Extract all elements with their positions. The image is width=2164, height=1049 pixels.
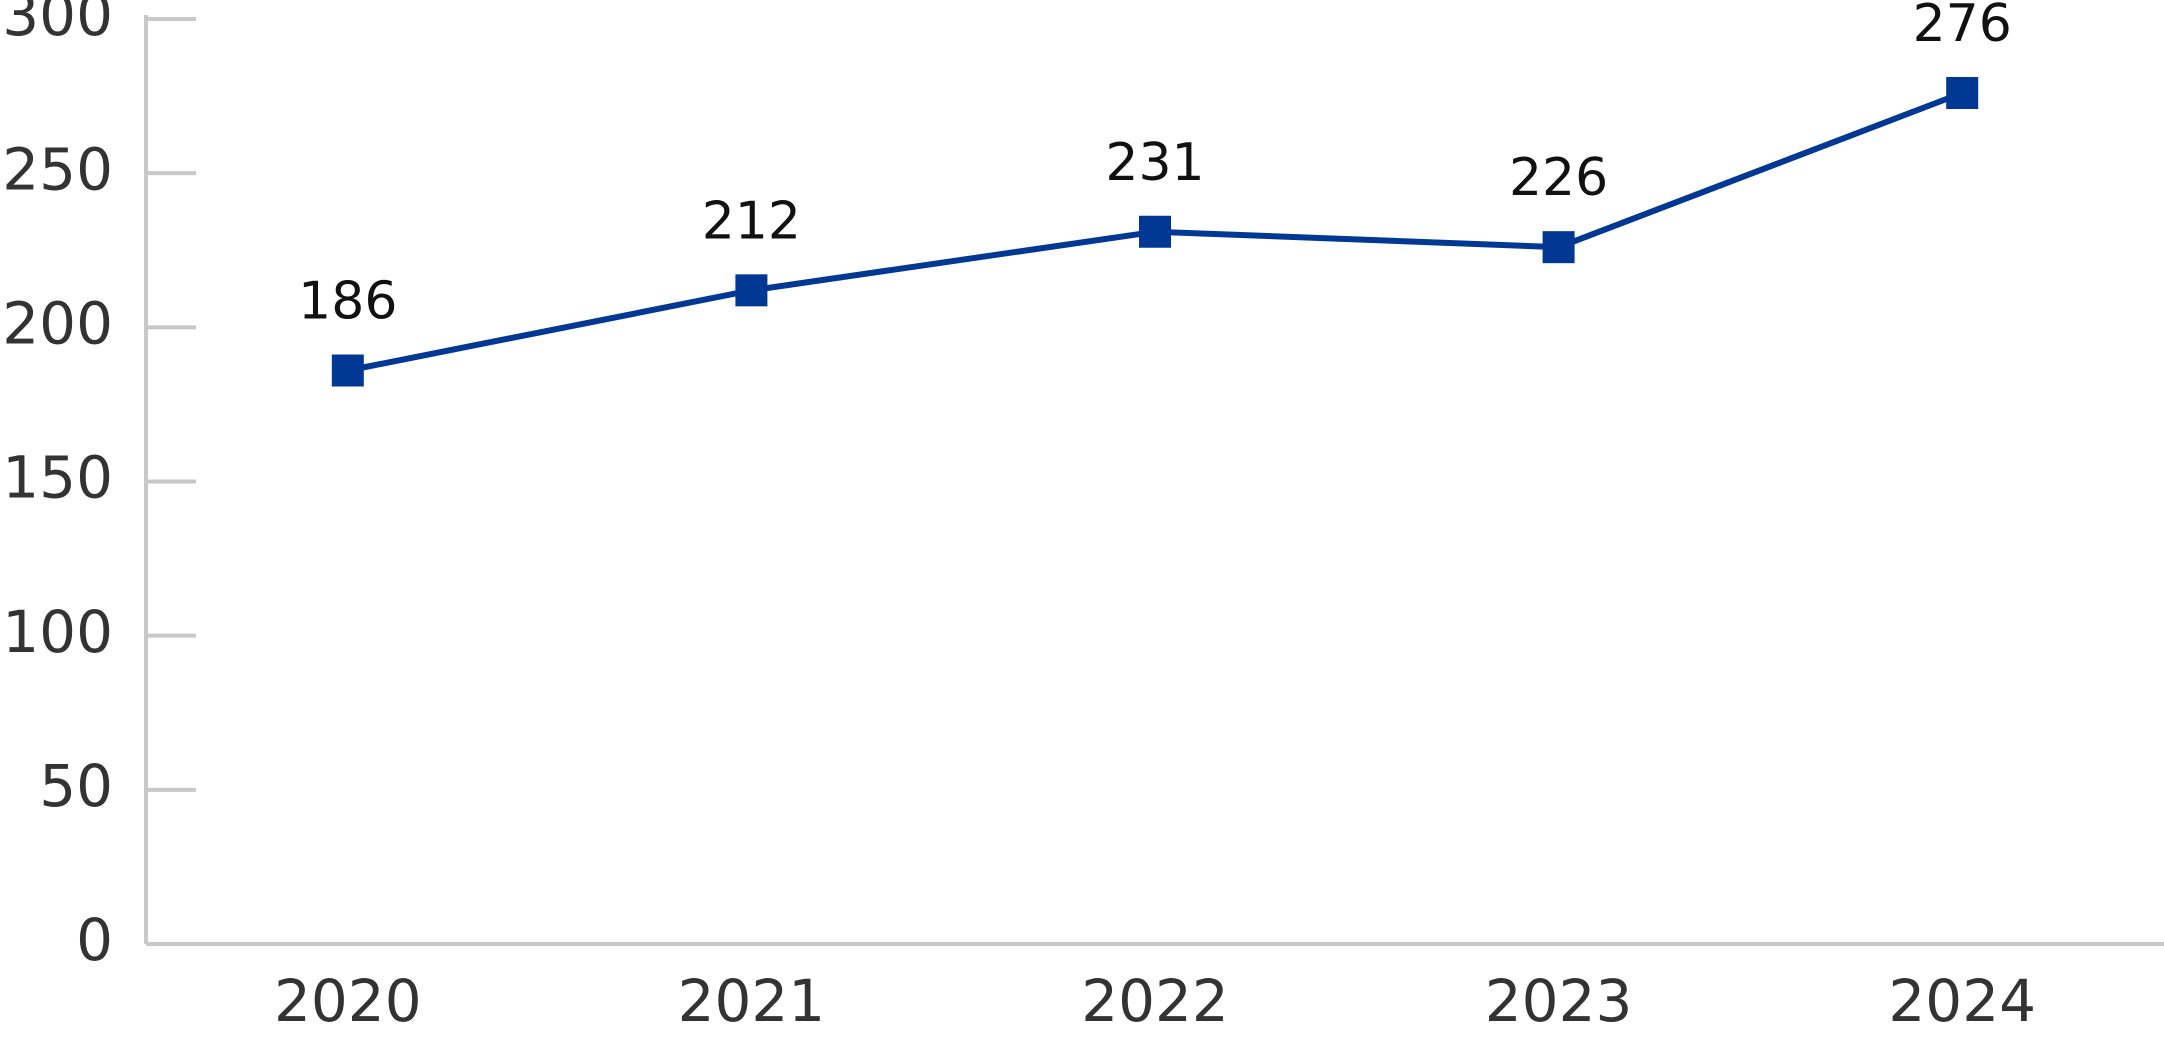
x-tick-label: 2021 (678, 967, 826, 1035)
y-tick-label: 50 (39, 752, 113, 820)
y-tick-label: 300 (2, 0, 113, 49)
x-tick-label: 2020 (274, 967, 422, 1035)
y-tick-label: 250 (2, 135, 113, 203)
value-label: 186 (298, 272, 397, 332)
y-tick-label: 150 (2, 444, 113, 512)
value-label: 231 (1105, 133, 1204, 193)
marker (1139, 215, 1171, 248)
y-tick-label: 100 (2, 598, 113, 666)
x-tick-label: 2022 (1081, 967, 1229, 1035)
x-tick-label: 2023 (1485, 967, 1633, 1035)
y-tick-label: 0 (76, 906, 113, 974)
marker (735, 274, 768, 307)
value-label: 226 (1509, 148, 1608, 208)
x-tick-label: 2024 (1888, 967, 2036, 1035)
marker (331, 354, 364, 387)
marker (1946, 77, 1979, 109)
y-tick-label: 200 (2, 289, 113, 357)
marker (1542, 231, 1575, 264)
value-label: 276 (1913, 0, 2012, 54)
value-label: 212 (702, 191, 801, 251)
